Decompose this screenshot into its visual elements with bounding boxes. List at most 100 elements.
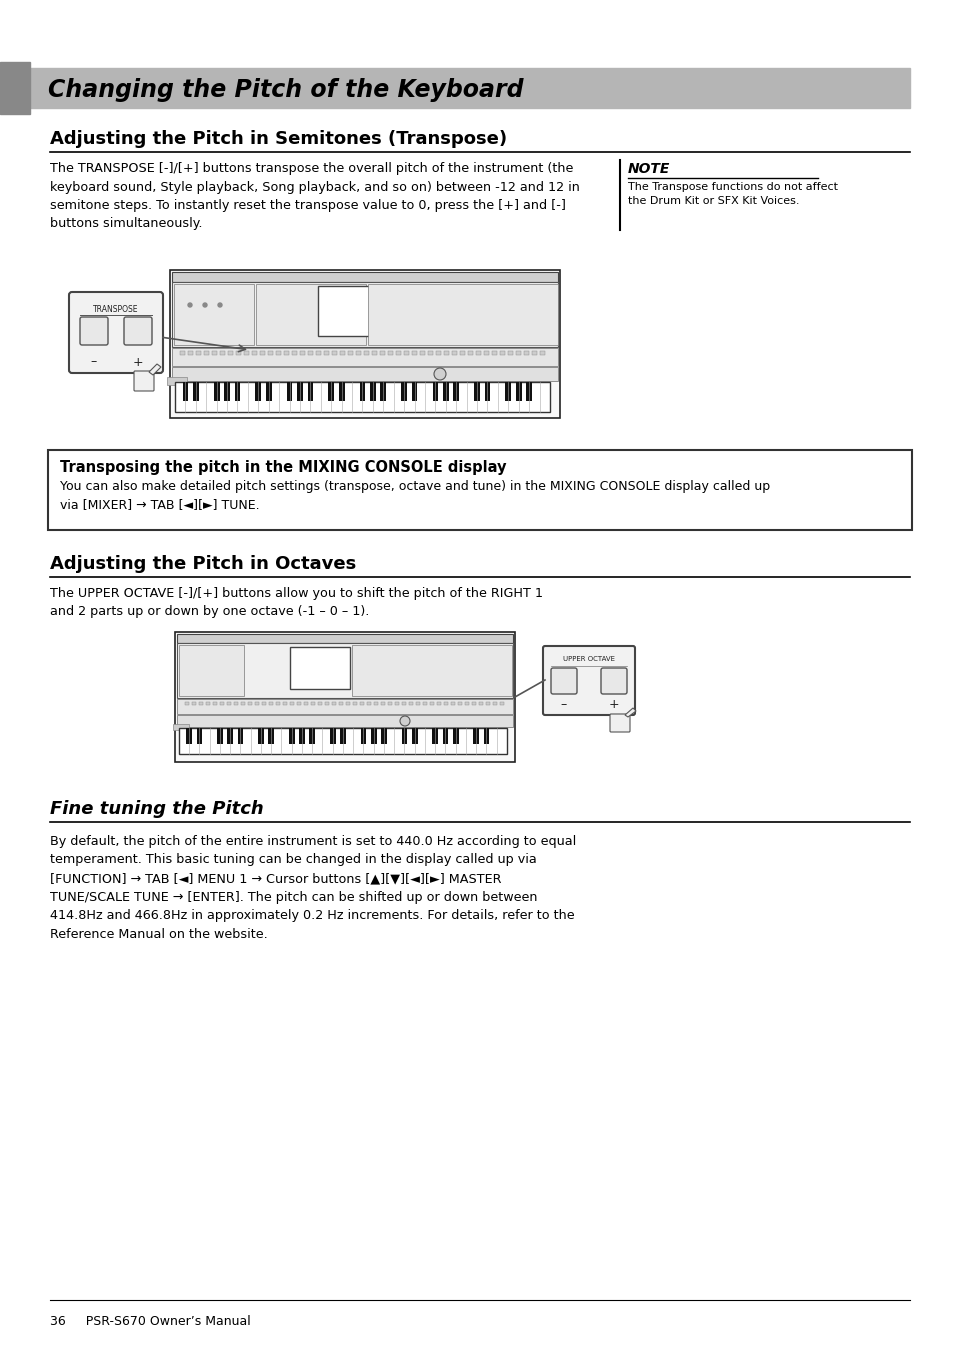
Bar (228, 350, 233, 355)
Bar (457, 702, 461, 705)
Bar (419, 350, 424, 355)
Bar (213, 381, 219, 400)
Bar (484, 381, 490, 400)
Polygon shape (149, 364, 161, 375)
Bar (507, 350, 513, 355)
Circle shape (188, 303, 192, 307)
Bar (309, 728, 314, 744)
Text: TRANSPOSE: TRANSPOSE (93, 305, 138, 314)
Bar (451, 702, 455, 705)
Bar (340, 728, 345, 744)
Bar (473, 728, 478, 744)
Bar (177, 643, 513, 698)
Text: +: + (608, 698, 618, 712)
FancyBboxPatch shape (80, 317, 108, 345)
Bar (532, 350, 537, 355)
Bar (172, 348, 558, 367)
Bar (380, 381, 386, 400)
Bar (379, 350, 385, 355)
Bar (374, 702, 377, 705)
Bar (204, 350, 209, 355)
Bar (0, 62, 30, 115)
Text: NOTE: NOTE (627, 162, 670, 177)
Bar (474, 381, 479, 400)
Bar (227, 728, 233, 744)
Bar (252, 350, 256, 355)
Bar (315, 350, 320, 355)
Bar (199, 702, 203, 705)
Bar (360, 728, 366, 744)
Text: –: – (560, 698, 566, 712)
Bar (476, 350, 480, 355)
Bar (196, 728, 202, 744)
Bar (468, 350, 473, 355)
Text: You can also make detailed pitch settings (transpose, octave and tune) in the MI: You can also make detailed pitch setting… (60, 480, 769, 511)
FancyBboxPatch shape (600, 669, 626, 694)
Bar (241, 702, 245, 705)
Circle shape (218, 303, 222, 307)
Bar (388, 702, 392, 705)
Bar (172, 724, 189, 731)
Bar (185, 702, 189, 705)
Bar (516, 350, 520, 355)
Bar (284, 350, 289, 355)
Polygon shape (624, 708, 636, 717)
Text: Adjusting the Pitch in Octaves: Adjusting the Pitch in Octaves (50, 555, 355, 573)
Bar (290, 647, 350, 689)
Bar (269, 702, 273, 705)
Bar (352, 644, 512, 696)
Bar (177, 634, 513, 643)
Bar (492, 350, 497, 355)
Bar (308, 350, 313, 355)
Bar (442, 381, 448, 400)
Bar (317, 286, 388, 336)
Bar (258, 728, 264, 744)
Bar (186, 728, 192, 744)
Bar (412, 381, 417, 400)
Bar (380, 702, 385, 705)
Text: 36     PSR-S670 Owner’s Manual: 36 PSR-S670 Owner’s Manual (50, 1316, 251, 1328)
Bar (296, 381, 302, 400)
Bar (172, 282, 558, 346)
FancyBboxPatch shape (133, 371, 153, 391)
Bar (452, 350, 456, 355)
Bar (179, 644, 244, 696)
Circle shape (399, 716, 410, 727)
Bar (403, 350, 409, 355)
Bar (409, 702, 413, 705)
Bar (244, 350, 249, 355)
Bar (290, 702, 294, 705)
FancyBboxPatch shape (69, 293, 163, 373)
Bar (233, 702, 237, 705)
Bar (182, 381, 188, 400)
Text: +: + (132, 356, 143, 368)
Bar (395, 702, 398, 705)
Bar (299, 350, 305, 355)
Bar (299, 728, 305, 744)
Bar (220, 702, 224, 705)
Bar (464, 702, 469, 705)
Text: Fine tuning the Pitch: Fine tuning the Pitch (50, 799, 263, 818)
Bar (255, 381, 261, 400)
Bar (174, 381, 550, 412)
Bar (48, 450, 911, 530)
Text: Changing the Pitch of the Keyboard: Changing the Pitch of the Keyboard (48, 78, 523, 102)
Bar (493, 702, 497, 705)
Bar (172, 272, 558, 282)
Bar (260, 350, 265, 355)
Bar (179, 728, 506, 754)
Bar (325, 702, 329, 705)
Bar (526, 381, 532, 400)
Bar (422, 702, 427, 705)
Bar (262, 702, 266, 705)
Bar (395, 350, 400, 355)
Bar (416, 702, 419, 705)
Bar (483, 728, 489, 744)
Bar (174, 632, 515, 762)
Bar (443, 702, 448, 705)
Bar (254, 702, 258, 705)
Bar (213, 702, 216, 705)
Bar (355, 350, 360, 355)
Bar (436, 702, 440, 705)
Bar (381, 728, 386, 744)
